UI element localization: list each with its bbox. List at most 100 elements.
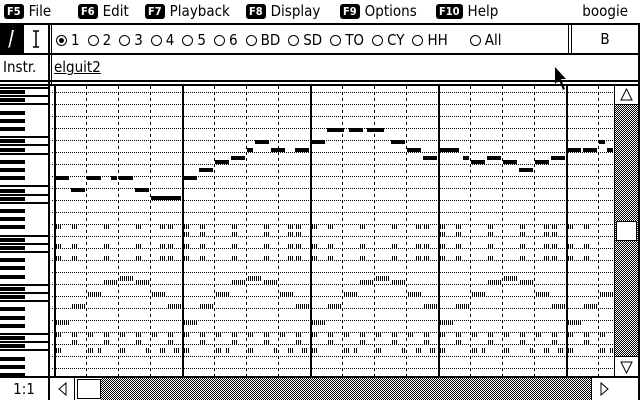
chord-note[interactable] bbox=[312, 332, 317, 337]
chord-note[interactable] bbox=[232, 332, 237, 337]
melody-note[interactable] bbox=[503, 160, 517, 164]
chord-note[interactable] bbox=[168, 256, 175, 261]
chord-note[interactable] bbox=[88, 348, 93, 353]
track-radio-2[interactable]: 2 bbox=[87, 31, 111, 49]
chord-note[interactable] bbox=[312, 224, 319, 229]
chord-note[interactable] bbox=[440, 320, 455, 325]
black-key[interactable] bbox=[0, 139, 25, 144]
chord-note[interactable] bbox=[416, 224, 423, 229]
melody-note[interactable] bbox=[135, 188, 149, 192]
menu-options[interactable]: F9 Options bbox=[340, 2, 417, 20]
black-key[interactable] bbox=[0, 336, 25, 341]
menu-file[interactable]: F5 File bbox=[4, 2, 51, 20]
chord-note[interactable] bbox=[264, 224, 271, 229]
melody-note[interactable] bbox=[439, 148, 460, 152]
chord-note[interactable] bbox=[160, 244, 167, 249]
chord-note[interactable] bbox=[72, 224, 79, 229]
black-key[interactable] bbox=[0, 147, 25, 152]
chord-note[interactable] bbox=[184, 332, 189, 337]
chord-note[interactable] bbox=[584, 340, 589, 345]
menu-edit[interactable]: F6 Edit bbox=[78, 2, 129, 20]
chord-note[interactable] bbox=[536, 292, 551, 297]
chord-note[interactable] bbox=[552, 304, 567, 309]
chord-note[interactable] bbox=[568, 348, 573, 353]
melody-note[interactable] bbox=[583, 148, 597, 152]
chord-note[interactable] bbox=[472, 292, 487, 297]
chord-note[interactable] bbox=[424, 244, 431, 249]
chord-note[interactable] bbox=[401, 348, 407, 353]
melody-note[interactable] bbox=[471, 160, 485, 164]
chord-note[interactable] bbox=[520, 332, 525, 337]
chord-note[interactable] bbox=[552, 332, 557, 337]
chord-note[interactable] bbox=[520, 232, 527, 237]
piano-keyboard[interactable] bbox=[0, 86, 48, 376]
chord-note[interactable] bbox=[520, 340, 525, 345]
chord-note[interactable] bbox=[225, 348, 231, 353]
chord-note[interactable] bbox=[264, 232, 271, 237]
melody-note[interactable] bbox=[349, 128, 364, 132]
chord-note[interactable] bbox=[136, 256, 143, 261]
chord-note[interactable] bbox=[288, 348, 293, 353]
chord-note[interactable] bbox=[392, 224, 399, 229]
melody-note[interactable] bbox=[271, 148, 285, 152]
melody-note[interactable] bbox=[119, 176, 133, 180]
chord-note[interactable] bbox=[408, 332, 413, 337]
chord-note[interactable] bbox=[376, 332, 381, 337]
horizontal-scrollbar[interactable] bbox=[52, 378, 614, 400]
chord-note[interactable] bbox=[488, 340, 493, 345]
chord-note[interactable] bbox=[456, 256, 463, 261]
chord-note[interactable] bbox=[472, 332, 477, 337]
pencil-tool-button[interactable] bbox=[0, 25, 24, 53]
chord-note[interactable] bbox=[504, 276, 519, 281]
melody-note[interactable] bbox=[87, 176, 101, 180]
melody-note[interactable] bbox=[311, 140, 325, 144]
chord-note[interactable] bbox=[360, 280, 375, 285]
chord-note[interactable] bbox=[376, 348, 381, 353]
chord-note[interactable] bbox=[88, 332, 93, 337]
chord-note[interactable] bbox=[200, 304, 215, 309]
chord-note[interactable] bbox=[72, 332, 77, 337]
melody-note[interactable] bbox=[487, 156, 501, 160]
chord-note[interactable] bbox=[264, 256, 271, 261]
chord-note[interactable] bbox=[344, 292, 359, 297]
chord-note[interactable] bbox=[216, 332, 221, 337]
black-key[interactable] bbox=[0, 286, 25, 291]
chord-note[interactable] bbox=[160, 224, 167, 229]
chord-note[interactable] bbox=[184, 224, 191, 229]
chord-note[interactable] bbox=[609, 348, 614, 353]
chord-note[interactable] bbox=[568, 256, 575, 261]
chord-note[interactable] bbox=[264, 332, 269, 337]
chord-note[interactable] bbox=[424, 256, 431, 261]
chord-note[interactable] bbox=[558, 348, 564, 353]
chord-note[interactable] bbox=[312, 348, 317, 353]
chord-note[interactable] bbox=[456, 224, 463, 229]
chord-note[interactable] bbox=[312, 320, 327, 325]
melody-note[interactable] bbox=[255, 140, 269, 144]
chord-note[interactable] bbox=[302, 348, 308, 353]
chord-note[interactable] bbox=[216, 292, 231, 297]
black-key[interactable] bbox=[0, 373, 25, 376]
black-key[interactable] bbox=[0, 176, 25, 181]
melody-note[interactable] bbox=[391, 140, 405, 144]
chord-note[interactable] bbox=[296, 224, 303, 229]
chord-note[interactable] bbox=[430, 348, 436, 353]
chord-note[interactable] bbox=[264, 280, 279, 285]
melody-note[interactable] bbox=[111, 176, 117, 180]
black-key[interactable] bbox=[0, 168, 25, 172]
chord-note[interactable] bbox=[248, 348, 253, 353]
chord-note[interactable] bbox=[97, 348, 103, 353]
chord-note[interactable] bbox=[328, 304, 343, 309]
chord-note[interactable] bbox=[152, 332, 157, 337]
chord-note[interactable] bbox=[200, 340, 205, 345]
chord-note[interactable] bbox=[488, 244, 495, 249]
chord-note[interactable] bbox=[392, 332, 397, 337]
chord-note[interactable] bbox=[488, 256, 495, 261]
melody-note[interactable] bbox=[519, 168, 533, 172]
chord-note[interactable] bbox=[488, 280, 503, 285]
chord-note[interactable] bbox=[136, 224, 143, 229]
chord-note[interactable] bbox=[328, 340, 333, 345]
black-key[interactable] bbox=[0, 344, 25, 349]
chord-note[interactable] bbox=[520, 224, 527, 229]
melody-note[interactable] bbox=[295, 148, 309, 152]
chord-note[interactable] bbox=[456, 332, 461, 337]
